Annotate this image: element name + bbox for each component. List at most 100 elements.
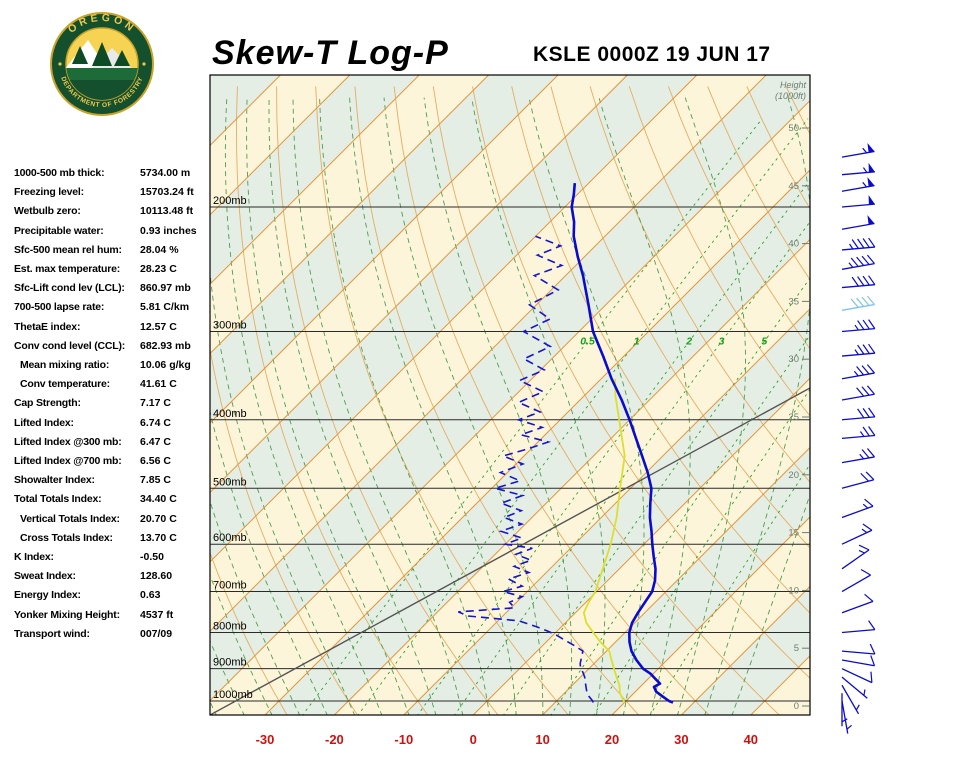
index-value: 0.63 <box>140 589 161 602</box>
index-label: Yonker Mixing Height: <box>14 608 120 621</box>
index-row: Lifted Index @700 mb: 6.56 C <box>12 455 212 474</box>
index-row: Conv temperature: 41.61 C <box>12 378 212 397</box>
temp-axis-labels: -30 -20 -10 0 10 20 30 40 <box>256 732 758 747</box>
height-tick-label: 10 <box>788 585 799 596</box>
index-row: Sweat Index: 128.60 <box>12 570 212 589</box>
index-row: Total Totals Index: 34.40 C <box>12 493 212 512</box>
wind-barb <box>841 177 875 192</box>
logo-scene <box>66 40 138 100</box>
logo-tree-icon <box>92 42 112 66</box>
index-value: 5734.00 m <box>140 167 191 179</box>
index-label: Lifted Index @300 mb: <box>14 435 122 448</box>
index-value: 860.97 mb <box>140 282 191 295</box>
height-axis-title: Height <box>780 80 807 90</box>
wind-barb <box>841 385 875 401</box>
logo-tree-icon <box>72 46 88 64</box>
index-label: Lifted Index @700 mb: <box>14 455 122 467</box>
wind-barb <box>841 676 868 699</box>
index-value: 7.17 C <box>140 397 171 410</box>
pressure-labels: 200mb 300mb 400mb 500mb 600mb 700mb 800mb 900mb… <box>213 195 253 701</box>
height-tick-label: 5 <box>794 643 799 654</box>
wind-barb <box>841 343 876 357</box>
wind-barb <box>841 655 876 667</box>
height-tick-label: 35 <box>788 296 799 307</box>
index-row: Energy Index: 0.63 <box>12 589 212 608</box>
index-row: Sfc-Lift cond lev (LCL): 860.97 mb <box>12 282 212 301</box>
height-tick-label: 20 <box>788 470 799 481</box>
logo-forest-band <box>66 68 138 82</box>
index-row: Precipitable water: 0.93 inches <box>12 225 212 244</box>
index-value: 6.74 C <box>140 416 171 429</box>
index-label: Conv temperature: <box>20 378 110 391</box>
height-tick-label: 25 <box>788 412 799 423</box>
wind-barb <box>841 498 874 519</box>
index-label: Cross Totals Index: <box>20 531 113 544</box>
wind-barb <box>841 448 875 464</box>
index-value: 10113.48 ft <box>140 205 194 218</box>
pressure-label: 800mb <box>213 621 247 633</box>
index-row: Est. max temperature: 28.23 C <box>12 263 212 282</box>
index-label: Precipitable water: <box>14 224 104 237</box>
height-tick-label: 30 <box>788 354 799 365</box>
odf-logo-svg: OREGON DEPARTMENT OF FORESTRY <box>50 12 154 116</box>
index-label: 1000-500 mb thick: <box>14 167 105 179</box>
temperature-trace <box>570 182 674 704</box>
index-row: 1000-500 mb thick: 5734.00 m <box>12 167 212 186</box>
index-value: 5.81 C/km <box>140 301 190 314</box>
wind-barb <box>841 693 848 727</box>
index-label: K Index: <box>14 551 54 563</box>
pressure-label: 400mb <box>213 408 247 420</box>
pressure-label: 200mb <box>213 195 247 207</box>
temp-axis-label: 40 <box>744 732 758 747</box>
index-label: ThetaE index: <box>14 320 81 333</box>
index-row: Showalter Index: 7.85 C <box>12 474 212 493</box>
wind-barb <box>841 523 873 545</box>
mixing-ratio-labels: 0.5 1 2 3 5 <box>580 336 767 348</box>
station-datetime: KSLE 0000Z 19 JUN 17 <box>533 43 771 66</box>
index-value: 682.93 mb <box>140 339 191 352</box>
index-label: Cap Strength: <box>14 397 81 410</box>
wind-barb <box>841 215 875 230</box>
height-tick-label: 50 <box>788 123 799 134</box>
wind-barb <box>841 643 876 655</box>
index-row: Lifted Index @300 mb: 6.47 C <box>12 436 212 455</box>
index-value: 7.85 C <box>140 474 171 487</box>
mixing-ratio-label: 2 <box>685 336 692 348</box>
pressure-label: 500mb <box>213 476 247 488</box>
reference-line <box>210 387 810 715</box>
index-row: Cap Strength: 7.17 C <box>12 397 212 416</box>
index-value: 6.56 C <box>140 455 171 467</box>
temp-axis-label: 30 <box>674 732 688 747</box>
wind-barb <box>841 620 876 634</box>
wind-barb <box>841 143 875 158</box>
wind-barb <box>841 593 874 614</box>
wetbulb-trace <box>582 378 626 703</box>
height-tick-label: 15 <box>788 528 799 539</box>
temp-axis-label: -10 <box>394 732 413 747</box>
height-axis-title: (1000ft) <box>775 91 806 101</box>
index-value: 13.70 C <box>140 531 177 544</box>
index-label: Mean mixing ratio: <box>20 359 110 371</box>
wind-barb <box>841 544 870 570</box>
index-value: 10.06 g/kg <box>140 359 191 371</box>
mixing-ratio-label: 3 <box>719 336 725 348</box>
index-value: 41.61 C <box>140 378 177 391</box>
index-row: Sfc-500 mean rel hum: 28.04 % <box>12 244 212 263</box>
temp-axis-label: -30 <box>256 732 275 747</box>
index-value: 28.04 % <box>140 243 179 256</box>
dry-adiabats <box>210 86 810 715</box>
index-label: Wetbulb zero: <box>14 205 81 218</box>
index-row: K Index: -0.50 <box>12 551 212 570</box>
index-label: Sweat Index: <box>14 570 76 583</box>
index-value: 0.93 inches <box>140 224 197 237</box>
pressure-label: 300mb <box>213 319 247 331</box>
temp-axis-label: 10 <box>535 732 549 747</box>
wind-barb <box>841 700 852 734</box>
index-label: Est. max temperature: <box>14 263 121 275</box>
wind-barb <box>841 407 876 421</box>
index-row: Freezing level: 15703.24 ft <box>12 186 212 205</box>
pressure-label: 900mb <box>213 657 247 669</box>
